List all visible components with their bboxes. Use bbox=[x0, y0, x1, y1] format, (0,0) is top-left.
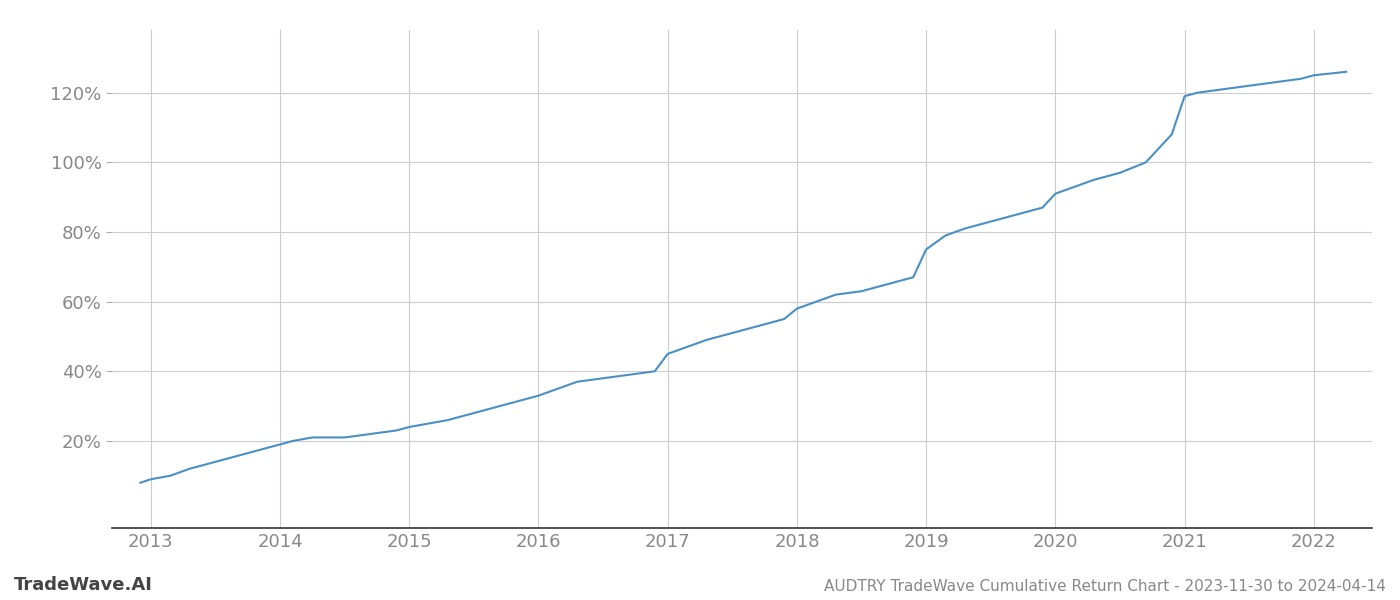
Text: TradeWave.AI: TradeWave.AI bbox=[14, 576, 153, 594]
Text: AUDTRY TradeWave Cumulative Return Chart - 2023-11-30 to 2024-04-14: AUDTRY TradeWave Cumulative Return Chart… bbox=[825, 579, 1386, 594]
